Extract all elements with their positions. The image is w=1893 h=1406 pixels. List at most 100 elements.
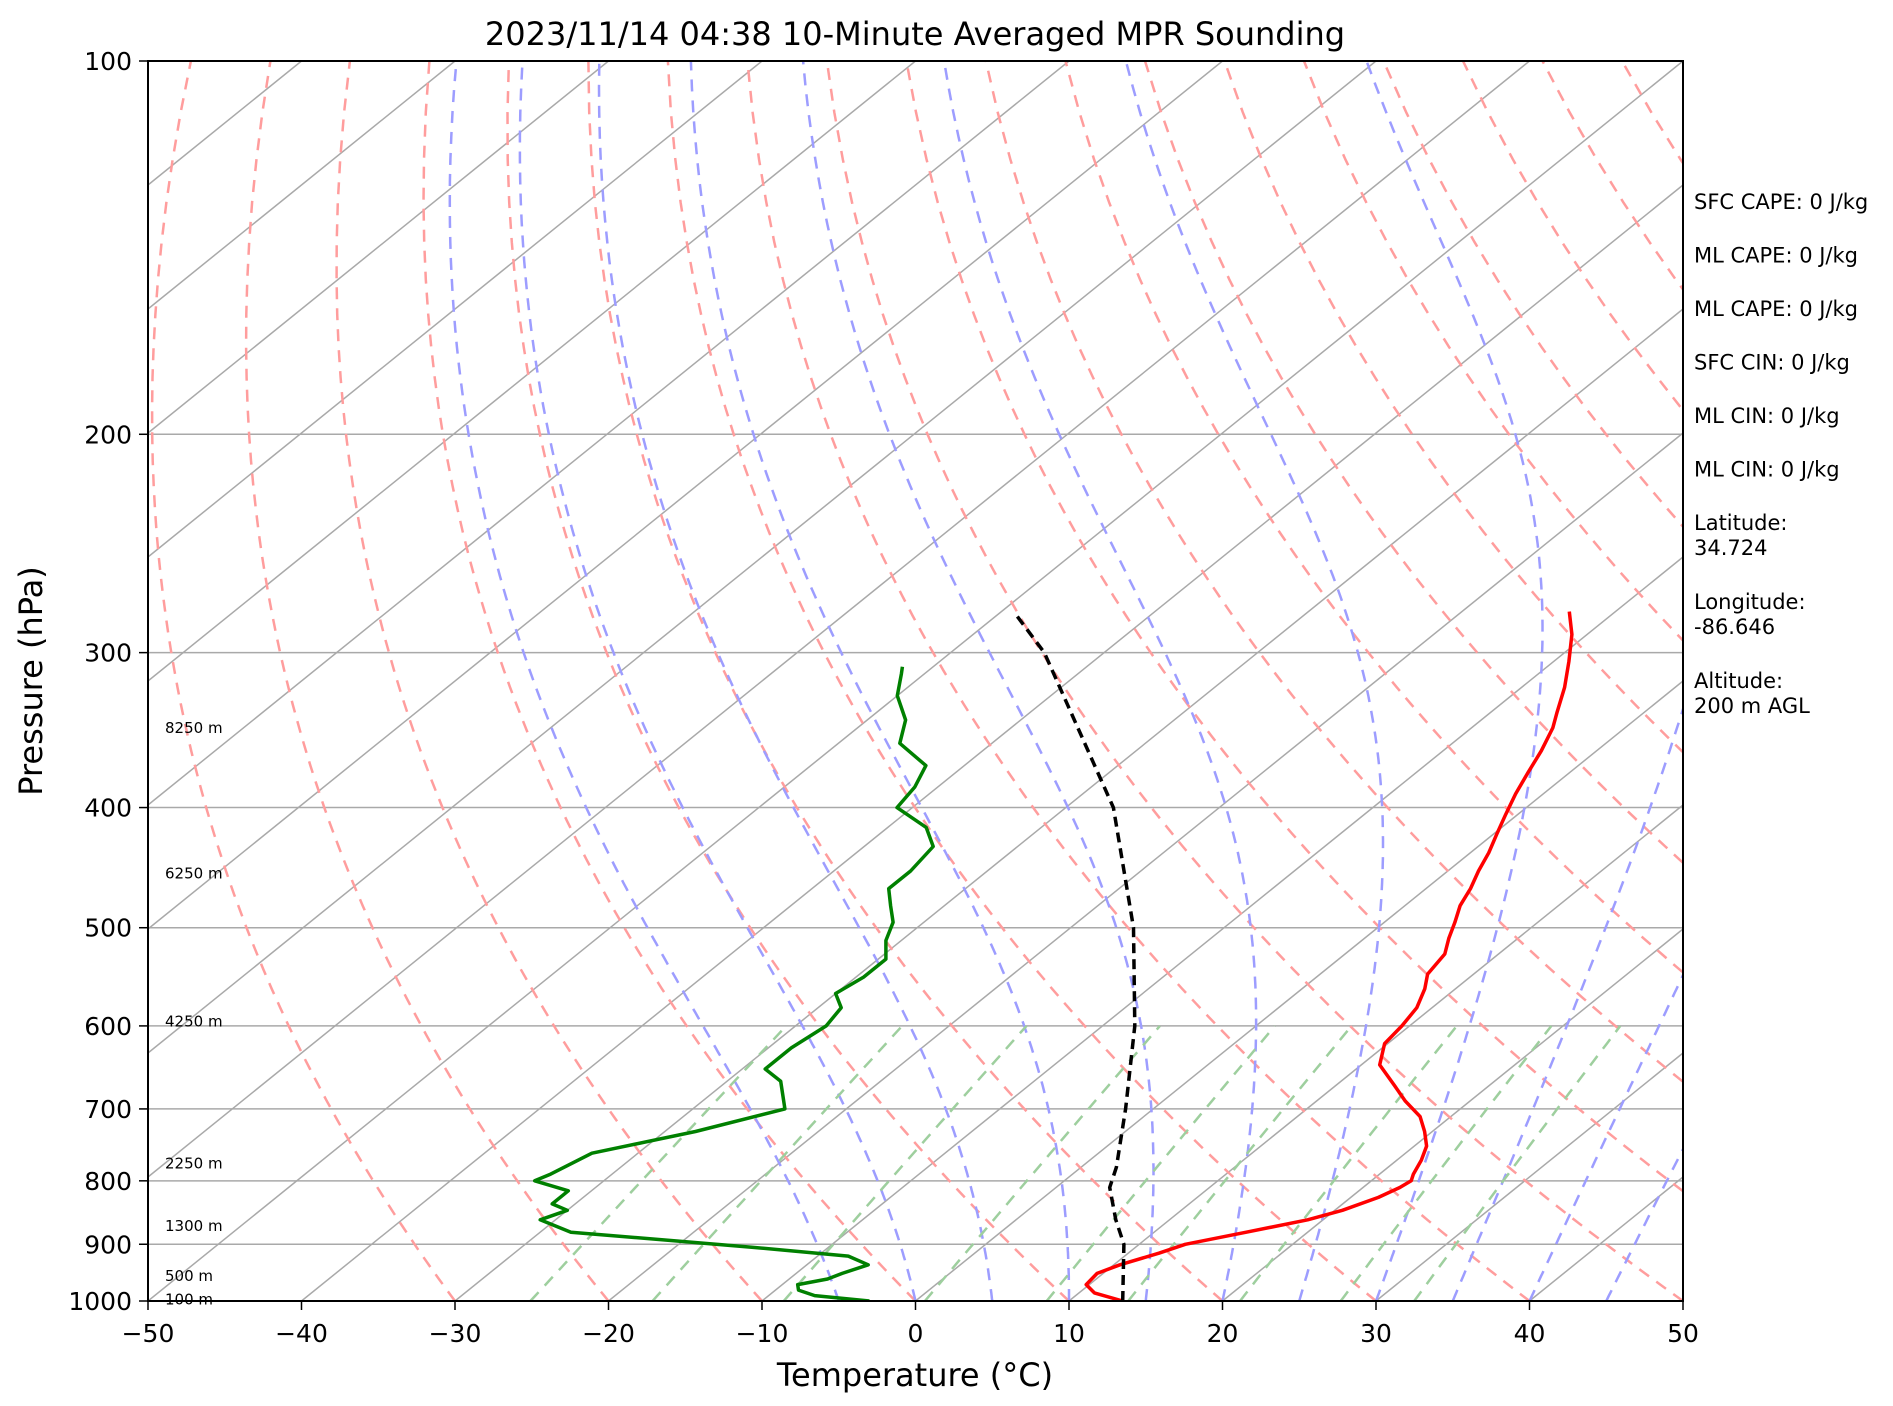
isotherm-line [148, 61, 763, 558]
sounding-parameter-text: SFC CIN: 0 J/kg [1694, 351, 1850, 375]
x-tick-label: 40 [1514, 1319, 1546, 1348]
sounding-parameter-text: ML CAPE: 0 J/kg [1694, 297, 1858, 321]
sounding-parameter-line: ML CIN: 0 J/kg [1694, 404, 1840, 428]
x-tick-label: 10 [1053, 1319, 1085, 1348]
height-label: 6250 m [165, 864, 223, 882]
sounding-parameter-line: ML CAPE: 0 J/kg [1694, 297, 1858, 321]
isotherm-line [148, 61, 1530, 1178]
mixing-ratio-line [782, 1025, 1028, 1301]
isotherm-line [1375, 1052, 1683, 1301]
y-tick-label: 800 [84, 1167, 132, 1196]
moist-adiabat-line [1124, 61, 1385, 1301]
y-tick-label: 1000 [68, 1287, 132, 1316]
x-axis-label: Temperature (°C) [776, 1356, 1053, 1394]
sounding-parameter-text: ML CAPE: 0 J/kg [1694, 244, 1858, 268]
isotherm-line [1222, 928, 1683, 1301]
sounding-parameter-line: 34.724 [1694, 536, 1767, 560]
temperature-profile-line [1084, 611, 1574, 1301]
height-label: 100 m [165, 1290, 213, 1308]
x-tick-label: −50 [122, 1319, 175, 1348]
y-tick-label: 400 [84, 794, 132, 823]
mixing-ratio-line [1239, 1025, 1458, 1301]
dry-adiabat-line [422, 61, 917, 1301]
x-tick-label: 0 [908, 1319, 924, 1348]
dry-adiabat-line [746, 61, 1531, 1301]
x-tick-label: −30 [429, 1319, 482, 1348]
dry-adiabat-line [506, 61, 1070, 1301]
moist-adiabat-line [1365, 61, 1544, 1301]
moist-adiabat-line [942, 61, 1258, 1301]
sounding-parameter-text: Latitude: 34.724 [1694, 511, 1788, 560]
x-tick-label: −20 [582, 1319, 635, 1348]
sounding-parameter-text: ML CIN: 0 J/kg [1694, 458, 1840, 482]
moist-adiabat-line [518, 61, 917, 1301]
moist-adiabat-line [597, 61, 994, 1301]
isotherm-line [915, 680, 1683, 1301]
dry-adiabat-line [1143, 61, 1683, 865]
y-tick-label: 200 [84, 420, 132, 449]
sounding-series [532, 611, 1574, 1301]
chart-title: 2023/11/14 04:38 10-Minute Averaged MPR … [485, 15, 1345, 53]
dry-adiabat-line [666, 61, 1377, 1301]
x-tick-label: −10 [736, 1319, 789, 1348]
mixing-ratio-line [1413, 1025, 1622, 1301]
isotherm-line [608, 432, 1683, 1301]
sounding-parameter-text: Longitude: -86.646 [1694, 590, 1806, 639]
dry-adiabat-line [587, 61, 1224, 1301]
moist-adiabat-line [1451, 61, 1683, 1301]
sounding-parameter-line: SFC CAPE: 0 J/kg [1694, 190, 1868, 214]
dry-adiabat-line [1064, 61, 1683, 975]
mixing-ratio-line [1045, 1025, 1276, 1301]
sounding-parameter-line: Altitude: [1694, 669, 1783, 693]
sounding-parameter-text: SFC CAPE: 0 J/kg [1694, 190, 1868, 214]
sounding-parameter-line: ML CIN: 0 J/kg [1694, 458, 1840, 482]
height-label: 2250 m [165, 1155, 223, 1173]
mixing-ratio-line [651, 1025, 904, 1301]
dewpoint-profile-line [532, 666, 935, 1301]
sounding-parameter-line: -86.646 [1694, 615, 1775, 639]
height-labels: 100 m 500 m 1300 m 2250 m 4250 m 6250 m 8250 m [165, 719, 223, 1308]
sounding-parameter-text: Altitude: 200 m AGL [1694, 669, 1810, 718]
x-tick-label: 50 [1667, 1319, 1699, 1348]
x-tick-label: 20 [1207, 1319, 1239, 1348]
dry-adiabat-line [150, 61, 457, 1301]
sounding-parameter-line: SFC CIN: 0 J/kg [1694, 351, 1850, 375]
dry-adiabat-line [335, 61, 763, 1301]
isotherm-line [148, 61, 456, 310]
moist-adiabat-line [801, 61, 1155, 1301]
sounding-parameters: SFC CAPE: 0 J/kg ML CAPE: 0 J/kg ML CAPE: … [1694, 190, 1868, 718]
isotherm-line [148, 61, 1377, 1054]
mixing-ratio-line [1127, 1025, 1353, 1301]
axis-ticks: −50 −40 −30 −20 −10 0 10 20 30 40 50 100 200 300 400 50… [68, 47, 1699, 1348]
dry-adiabat-line [244, 61, 610, 1301]
height-label: 8250 m [165, 719, 223, 737]
parcel-profile-line [1015, 614, 1137, 1301]
y-tick-label: 600 [84, 1012, 132, 1041]
height-label: 500 m [165, 1267, 213, 1285]
isotherm-line [301, 184, 1683, 1301]
moist-adiabat-line [448, 61, 840, 1301]
mixing-ratio-line [1339, 1025, 1553, 1301]
mixing-ratio-line [529, 1025, 788, 1301]
sounding-parameter-line: Latitude: [1694, 511, 1788, 535]
x-tick-label: 30 [1360, 1319, 1392, 1348]
isotherm-line [1068, 804, 1683, 1301]
y-axis-label: Pressure (hPa) [12, 566, 50, 796]
sounding-parameter-text: ML CIN: 0 J/kg [1694, 404, 1840, 428]
sounding-parameter-line: Longitude: [1694, 590, 1806, 614]
isotherm-line [761, 556, 1683, 1301]
isotherm-line [148, 61, 609, 434]
isotherm-line [148, 61, 916, 682]
background-lines [148, 61, 1683, 1301]
isotherm-line [454, 308, 1683, 1301]
isotherm-line [148, 61, 1223, 930]
sounding-parameter-line: 200 m AGL [1694, 694, 1810, 718]
y-tick-label: 700 [84, 1095, 132, 1124]
isotherm-line [148, 61, 1683, 1301]
sounding-parameter-line: ML CAPE: 0 J/kg [1694, 244, 1858, 268]
mixing-ratio-line [923, 1025, 1161, 1301]
y-tick-label: 900 [84, 1230, 132, 1259]
dry-adiabat-line [984, 61, 1683, 1084]
